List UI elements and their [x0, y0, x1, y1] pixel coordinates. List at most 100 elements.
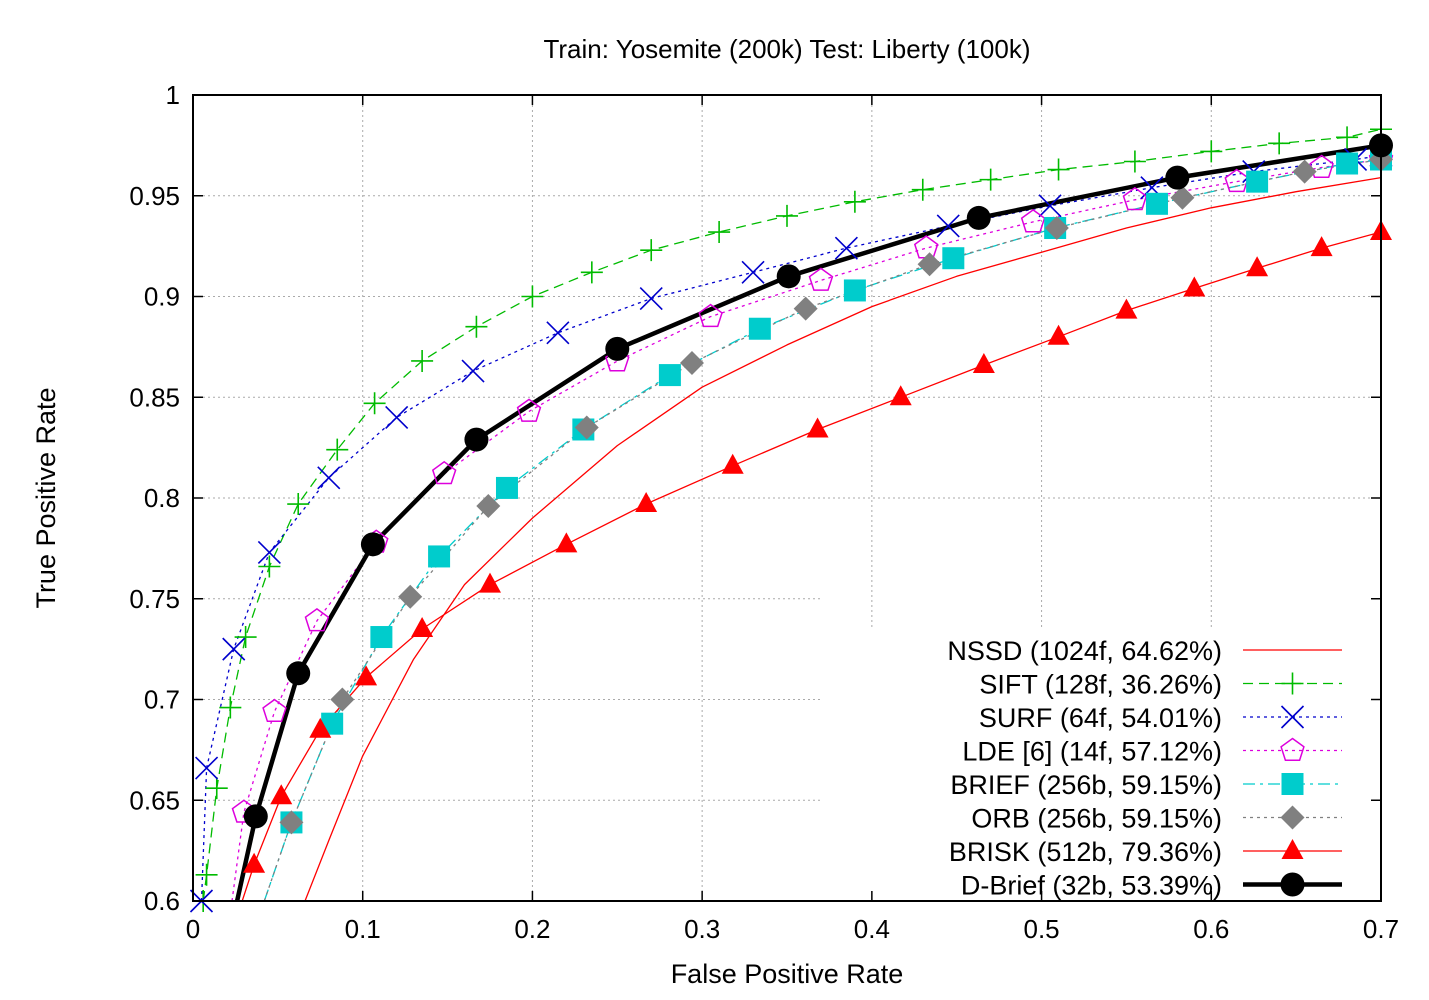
legend-label-brisk: BRISK (512b, 79.36%) [949, 837, 1222, 867]
data-point-sift [776, 204, 798, 227]
data-point-brisk [1115, 298, 1138, 319]
legend-label-brief: BRIEF (256b, 59.15%) [950, 770, 1222, 800]
x-tick-label: 0 [186, 914, 200, 944]
data-point-d-brief [966, 205, 991, 230]
data-point-brisk [1183, 276, 1206, 297]
data-point-lde [808, 267, 834, 291]
legend-label-surf: SURF (64f, 54.01%) [979, 703, 1222, 733]
data-point-d-brief [464, 427, 489, 452]
legend-label-sift: SIFT (128f, 36.26%) [979, 670, 1222, 700]
legend-label-d-brief: D-Brief (32b, 53.39%) [961, 871, 1222, 901]
data-point-brisk [1246, 256, 1269, 277]
data-point-lde [698, 303, 723, 328]
data-point-brief [321, 712, 344, 735]
legend: NSSD (1024f, 64.62%) SIFT (128f, 36.26%)S… [947, 636, 1342, 901]
data-point-surf [639, 286, 663, 311]
data-point-orb [476, 494, 501, 519]
data-point-orb [1292, 159, 1317, 184]
data-point-sift [580, 261, 603, 284]
data-point-sift [708, 221, 731, 244]
y-tick-label: 0.75 [129, 584, 180, 614]
data-point-brisk [635, 492, 658, 513]
data-point-brief [1145, 192, 1168, 215]
data-point-lde [304, 607, 330, 632]
chart-title: Train: Yosemite (200k) Test: Liberty (10… [543, 34, 1030, 64]
data-point-sift [219, 696, 242, 719]
data-point-d-brief [605, 336, 630, 361]
data-point-surf [546, 321, 570, 345]
data-point-brisk [411, 616, 434, 637]
data-point-lde [913, 235, 939, 259]
data-point-brisk [355, 665, 378, 686]
data-point-sift [465, 315, 488, 338]
data-point-d-brief [1165, 165, 1190, 190]
data-point-brisk [889, 385, 912, 406]
series-line-nssd [304, 176, 1381, 901]
data-point-d-brief [360, 532, 385, 557]
data-point-sift [287, 493, 310, 516]
legend-marker-brief [1281, 773, 1304, 795]
legend-marker-surf [1280, 705, 1305, 729]
x-tick-label: 0.3 [684, 914, 720, 944]
data-point-sift [1268, 132, 1291, 155]
data-point-sift [195, 863, 218, 886]
legend-marker-orb [1280, 805, 1305, 830]
legend-marker-brisk [1281, 839, 1304, 859]
data-point-surf [385, 405, 409, 429]
data-point-orb [1170, 185, 1195, 210]
data-point-sift [326, 438, 349, 461]
data-point-surf [222, 637, 246, 661]
data-point-brief [495, 476, 518, 499]
data-point-orb [917, 252, 942, 277]
y-tick-label: 0.9 [144, 282, 180, 312]
data-point-brisk [270, 784, 293, 805]
legend-marker-lde [1280, 737, 1305, 761]
y-tick-label: 0.65 [129, 785, 180, 815]
data-point-sift [363, 392, 386, 415]
legend-label-orb: ORB (256b, 59.15%) [971, 804, 1222, 834]
data-point-brisk [721, 453, 744, 474]
x-axis-ticks: 0 0.1 0.2 0.3 0.4 0.5 0.6 0.7 [186, 95, 1399, 944]
y-tick-label: 0.8 [144, 483, 180, 513]
x-tick-label: 0.4 [854, 914, 890, 944]
data-point-brisk [243, 852, 266, 873]
data-point-sift [205, 777, 228, 800]
data-point-brisk [479, 572, 501, 593]
x-tick-label: 0.2 [514, 914, 550, 944]
data-point-brisk [1047, 324, 1070, 345]
y-axis-label: True Positive Rate [31, 387, 61, 608]
y-tick-label: 0.6 [144, 886, 180, 916]
legend-marker-sift [1281, 672, 1304, 695]
data-point-brisk [806, 417, 829, 438]
data-point-sift [258, 555, 281, 578]
data-point-sift [1123, 150, 1146, 173]
series-markers [189, 118, 1394, 913]
data-point-sift [911, 178, 934, 201]
data-point-sift [979, 168, 1002, 191]
data-point-sift [411, 349, 434, 372]
data-point-surf [834, 236, 858, 260]
legend-marker-d-brief [1280, 872, 1305, 897]
data-point-lde [1309, 154, 1334, 178]
data-point-d-brief [286, 661, 311, 686]
data-point-d-brief [776, 264, 801, 289]
data-point-surf [195, 756, 219, 780]
y-tick-label: 0.7 [144, 685, 180, 715]
y-tick-label: 1 [166, 80, 180, 110]
series-line-d-brief [234, 143, 1381, 901]
data-point-orb [279, 810, 304, 835]
y-tick-label: 0.95 [129, 181, 180, 211]
data-point-surf [1038, 194, 1062, 218]
data-point-brief [942, 247, 965, 270]
x-tick-label: 0.7 [1363, 914, 1399, 944]
x-tick-label: 0.6 [1193, 914, 1229, 944]
data-point-lde [516, 398, 542, 422]
data-point-brief [428, 545, 451, 568]
data-point-orb [1044, 215, 1069, 240]
data-point-orb [574, 415, 599, 440]
data-point-sift [521, 285, 544, 308]
data-point-orb [793, 296, 818, 321]
data-point-lde [431, 460, 457, 485]
x-tick-label: 0.5 [1023, 914, 1059, 944]
